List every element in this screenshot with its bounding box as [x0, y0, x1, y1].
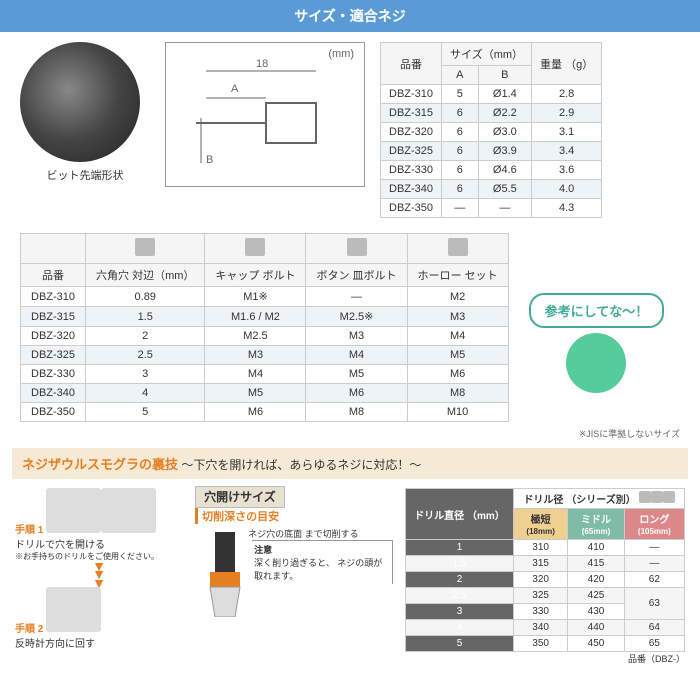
table-row: 535045065: [406, 636, 685, 652]
mascot: 参考にしてな～！: [529, 263, 665, 422]
dimension-diagram: (mm) 18 A B: [165, 42, 365, 187]
mascot-character-icon: [566, 333, 626, 393]
table-row: DBZ-3105Ø1.42.8: [381, 85, 602, 104]
table-row: DBZ-3206Ø3.03.1: [381, 123, 602, 142]
table-row: DBZ-3303M4M5M6: [21, 365, 509, 384]
table-row: DBZ-3100.89M1※—M2: [21, 287, 509, 307]
compat-table: 品番 六角穴 対辺（mm） キャップ ボルト ボタン 皿ボルト ホーロー セット…: [20, 233, 509, 422]
table-row: DBZ-3151.5M1.6 / M2M2.5※M3: [21, 307, 509, 327]
bit-tip-image: [20, 42, 140, 162]
th-weight: 重量 （g）: [532, 43, 602, 85]
table-row: DBZ-3406Ø5.54.0: [381, 180, 602, 199]
drill-table: ドリル直径 （mm） ドリル径 （シリーズ別） 極短(18mm) ミドル(65m…: [405, 488, 685, 652]
tips-header: ネジザウルスモグラの裏技 ～下穴を開ければ、あらゆるネジに対応！～: [12, 448, 688, 479]
table-row: DBZ-3156Ø2.22.9: [381, 104, 602, 123]
compat-footnote: ※JISに準拠しないサイズ: [0, 427, 700, 440]
caution-box: 注意 深く削り過ぎると、 ネジの頭が取れます。: [252, 540, 393, 584]
th-short: 極短(18mm): [513, 509, 567, 540]
tips-title: ネジザウルスモグラの裏技: [22, 457, 178, 472]
button-bolt-icon: [347, 238, 367, 256]
bit-label: ビット先端形状: [20, 167, 150, 183]
table-row: DBZ-3505M6M8M10: [21, 403, 509, 422]
diagram-svg: [166, 43, 366, 188]
step2-text: 反時計方向に回す: [15, 635, 183, 650]
th-size: サイズ（mm）: [442, 43, 532, 66]
steps: 手順 1 ドリルで穴を開ける ※お手持ちのドリルをご使用ください。 ▼▼▼ 手順…: [15, 488, 183, 665]
screw-icon: [663, 491, 675, 503]
bit-photo: ビット先端形状: [20, 42, 150, 218]
speech-bubble: 参考にしてな～！: [529, 293, 665, 328]
hole-header: 穴開けサイズ: [195, 486, 285, 508]
table-row: 434044064: [406, 620, 685, 636]
depth-label: 切削深さの目安: [195, 508, 393, 524]
th-diameter: ドリル直径 （mm）: [406, 489, 514, 540]
table-row: DBZ-3252.5M3M4M5: [21, 346, 509, 365]
table-row: 232042062: [406, 572, 685, 588]
section-tips: 手順 1 ドリルで穴を開ける ※お手持ちのドリルをご使用ください。 ▼▼▼ 手順…: [0, 483, 700, 670]
table-row: 2.532542563: [406, 588, 685, 604]
step2-label: 手順 2: [15, 624, 43, 635]
screw-icon: [651, 491, 663, 503]
hex-icon: [135, 238, 155, 256]
hole-guide: 穴開けサイズ 切削深さの目安 ネジ穴の底面 まで切削する 注意 深く削り過ぎると…: [195, 488, 393, 665]
th-a: A: [442, 66, 479, 85]
step1-image2: [101, 488, 156, 533]
drill-table-wrap: ドリル直径 （mm） ドリル径 （シリーズ別） 極短(18mm) ミドル(65m…: [405, 488, 685, 665]
section-size: ビット先端形状 (mm) 18 A B 品番 サイズ（mm） 重量 （g） A …: [0, 32, 700, 228]
tips-subtitle: ～下穴を開ければ、あらゆるネジに対応！～: [181, 458, 421, 472]
arrow-down-icon: ▼▼▼: [15, 562, 183, 587]
th-partno: 品番: [381, 43, 442, 85]
th-hollow: ホーロー セット: [407, 264, 508, 287]
step1-label: 手順 1: [15, 525, 43, 536]
th-cap: キャップ ボルト: [205, 264, 306, 287]
table-row: 1.5315415—: [406, 556, 685, 572]
screw-icon: [639, 491, 651, 503]
th-long: ロング(105mm): [624, 509, 684, 540]
table-row: DBZ-3202M2.5M3M4: [21, 327, 509, 346]
drill-diagram-icon: [195, 527, 243, 617]
hollow-set-icon: [448, 238, 468, 256]
table-row: DBZ-3404M5M6M8: [21, 384, 509, 403]
step1-text: ドリルで穴を開ける: [15, 536, 183, 551]
depth-text: ネジ穴の底面 まで切削する: [248, 527, 393, 540]
table-row: DBZ-350——4.3: [381, 199, 602, 218]
size-table: 品番 サイズ（mm） 重量 （g） A B DBZ-3105Ø1.42.8 DB…: [380, 42, 602, 218]
th-mid: ミドル(65mm): [568, 509, 624, 540]
th-series: ドリル径 （シリーズ別）: [513, 489, 684, 509]
table-row: DBZ-3256Ø3.93.4: [381, 142, 602, 161]
th-hex: 六角穴 対辺（mm）: [86, 264, 205, 287]
table-row: DBZ-3306Ø4.63.6: [381, 161, 602, 180]
cap-bolt-icon: [245, 238, 265, 256]
page-title: サイズ・適合ネジ: [0, 0, 700, 32]
step1-image: [46, 488, 101, 533]
step2-image: [46, 587, 101, 632]
table-row: 1310410—: [406, 540, 685, 556]
drill-footnote: 品番（DBZ-）: [405, 652, 685, 665]
th-b: B: [478, 66, 531, 85]
section-compat: 品番 六角穴 対辺（mm） キャップ ボルト ボタン 皿ボルト ホーロー セット…: [0, 228, 700, 427]
th-partno: 品番: [21, 264, 86, 287]
th-button: ボタン 皿ボルト: [306, 264, 407, 287]
